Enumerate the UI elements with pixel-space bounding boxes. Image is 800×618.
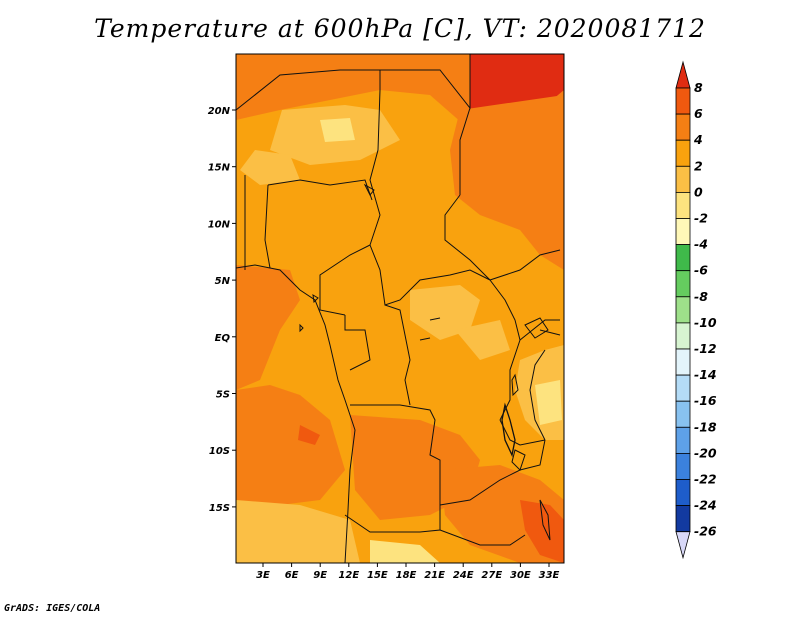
colorbar-label: -12 [694, 341, 717, 356]
temperature-field [236, 54, 564, 563]
colorbar-swatch [675, 400, 691, 428]
lon-tick-label: 27E [481, 570, 502, 581]
lon-tick-label: 30E [510, 570, 531, 581]
colorbar-swatch [675, 426, 691, 454]
colorbar-swatch [675, 452, 691, 480]
colorbar-label: -26 [694, 524, 717, 539]
lat-tick-label: EQ [215, 333, 231, 344]
lon-tick-label: 18E [396, 570, 417, 581]
colorbar-swatch [675, 165, 691, 193]
colorbar-swatch [675, 113, 691, 141]
colorbar-swatch [675, 270, 691, 298]
colorbar-label: 2 [694, 158, 703, 173]
lon-tick-label: 3E [256, 570, 270, 581]
colorbar-label: 6 [694, 106, 703, 121]
colorbar-label: -2 [694, 211, 708, 226]
colorbar-swatch [675, 348, 691, 376]
colorbar-swatch [675, 374, 691, 402]
colorbar-label: 8 [694, 80, 703, 95]
lon-tick-label: 9E [313, 570, 327, 581]
grads-credit: GrADS: IGES/COLA [4, 603, 101, 614]
colorbar-swatch [675, 479, 691, 507]
colorbar-swatch [675, 139, 691, 167]
lon-tick-label: 33E [539, 570, 560, 581]
country-borders [236, 54, 561, 563]
colorbar-swatch [675, 244, 691, 272]
lat-tick-label: 10S [209, 446, 230, 457]
lon-tick-label: 12E [338, 570, 359, 581]
lon-tick-label: 15E [367, 570, 388, 581]
colorbar-bottom-arrow [675, 531, 691, 560]
colorbar-swatch [675, 191, 691, 219]
colorbar-swatch [675, 505, 691, 533]
colorbar-label: -18 [694, 419, 717, 434]
colorbar-swatch [675, 218, 691, 246]
chart-title: Temperature at 600hPa [C], VT: 202008171… [94, 14, 706, 43]
colorbar-label: -24 [694, 498, 717, 513]
lat-tick-label: 5S [216, 390, 230, 401]
lat-tick-label: 15N [208, 163, 231, 174]
colorbar-label: -16 [694, 393, 717, 408]
colorbar-label: -4 [694, 237, 708, 252]
longitude-axis: 3E 6E 9E 12E 15E 18E 21E 24E 27E 30E 33E [256, 563, 560, 581]
latitude-axis: 20N 15N 10N 5N EQ 5S 10S 15S [208, 106, 236, 514]
colorbar-label: -8 [694, 289, 708, 304]
lon-tick-label: 6E [285, 570, 299, 581]
colorbar-top-arrow [675, 60, 691, 89]
lon-tick-label: 21E [424, 570, 445, 581]
lon-tick-label: 24E [453, 570, 474, 581]
lat-tick-label: 20N [208, 106, 231, 117]
colorbar-label: 4 [693, 132, 703, 147]
colorbar-swatch [675, 87, 691, 115]
lat-tick-label: 10N [208, 219, 231, 230]
lat-tick-label: 5N [215, 276, 231, 287]
colorbar-swatch [675, 322, 691, 350]
map-frame [235, 53, 565, 564]
colorbar: 8 6 4 2 0 -2 -4 -6 -8 -10 -12 -14 -16 -18 -20 -22 -24 -26 [675, 60, 717, 560]
colorbar-label: -20 [694, 445, 717, 460]
colorbar-label: -6 [694, 263, 708, 278]
colorbar-label: 0 [694, 184, 703, 199]
colorbar-swatch [675, 296, 691, 324]
colorbar-label: -22 [694, 472, 717, 487]
colorbar-label: -10 [694, 315, 717, 330]
lat-tick-label: 15S [209, 503, 230, 514]
colorbar-label: -14 [694, 367, 717, 382]
